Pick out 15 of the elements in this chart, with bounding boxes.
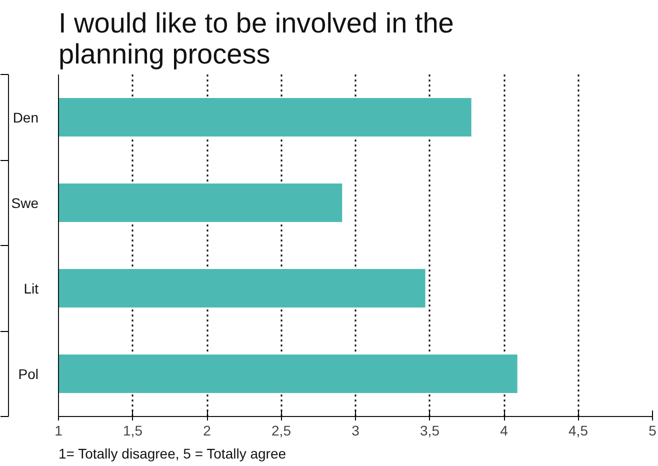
- x-tick-label: 2: [203, 422, 212, 438]
- x-tick-label: 1,5: [123, 422, 143, 438]
- x-tick-label: 2,5: [272, 422, 292, 438]
- chart-title: I would like to be involved in the planning process: [58, 8, 454, 70]
- y-tick-label: Den: [12, 109, 39, 126]
- y-tick-label: Lit: [24, 280, 39, 296]
- x-tick-label: 4: [500, 422, 508, 438]
- x-tick-label: 5: [648, 422, 657, 438]
- x-tick-label: 1: [54, 422, 63, 438]
- y-tick-label: Swe: [11, 194, 39, 211]
- x-tick-label: 3: [352, 422, 360, 438]
- y-tick-label: Pol: [18, 366, 38, 382]
- text: 1= Totally disagree, 5 = Totally agree: [58, 446, 286, 462]
- x-tick-label: 3,5: [420, 422, 440, 438]
- x-tick-label: 4,5: [568, 422, 588, 438]
